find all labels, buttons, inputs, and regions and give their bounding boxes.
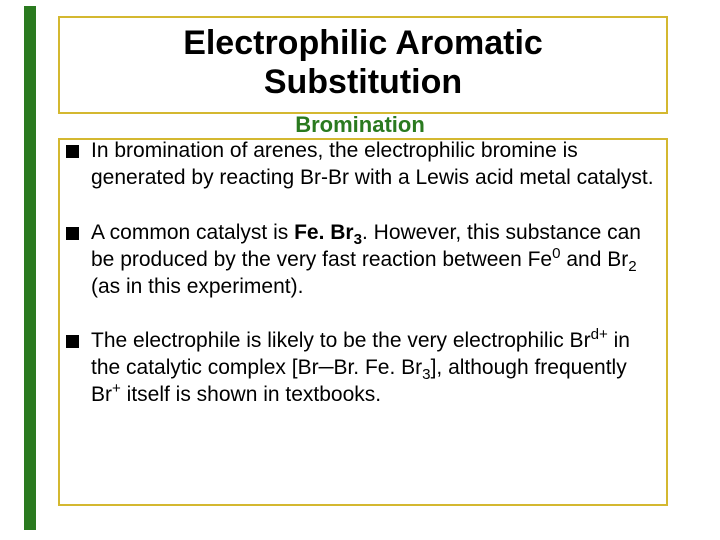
bullet-square-icon: [66, 145, 79, 158]
bullet-text: In bromination of arenes, the electrophi…: [91, 138, 662, 192]
bullet-square-icon: [66, 227, 79, 240]
bullet-square-icon: [66, 335, 79, 348]
slide-subtitle: Bromination: [0, 112, 720, 138]
list-item: The electrophile is likely to be the ver…: [66, 328, 662, 409]
bullet-text: The electrophile is likely to be the ver…: [91, 328, 662, 409]
list-item: A common catalyst is Fe. Br3. However, t…: [66, 220, 662, 301]
bullet-text: A common catalyst is Fe. Br3. However, t…: [91, 220, 662, 301]
title-box: Electrophilic Aromatic Substitution: [58, 16, 668, 114]
slide-title: Electrophilic Aromatic Substitution: [70, 24, 656, 102]
list-item: In bromination of arenes, the electrophi…: [66, 138, 662, 192]
title-line-1: Electrophilic Aromatic: [183, 24, 543, 62]
title-line-2: Substitution: [264, 63, 462, 101]
bullet-list: In bromination of arenes, the electrophi…: [66, 138, 662, 437]
left-accent-bar: [24, 6, 36, 530]
